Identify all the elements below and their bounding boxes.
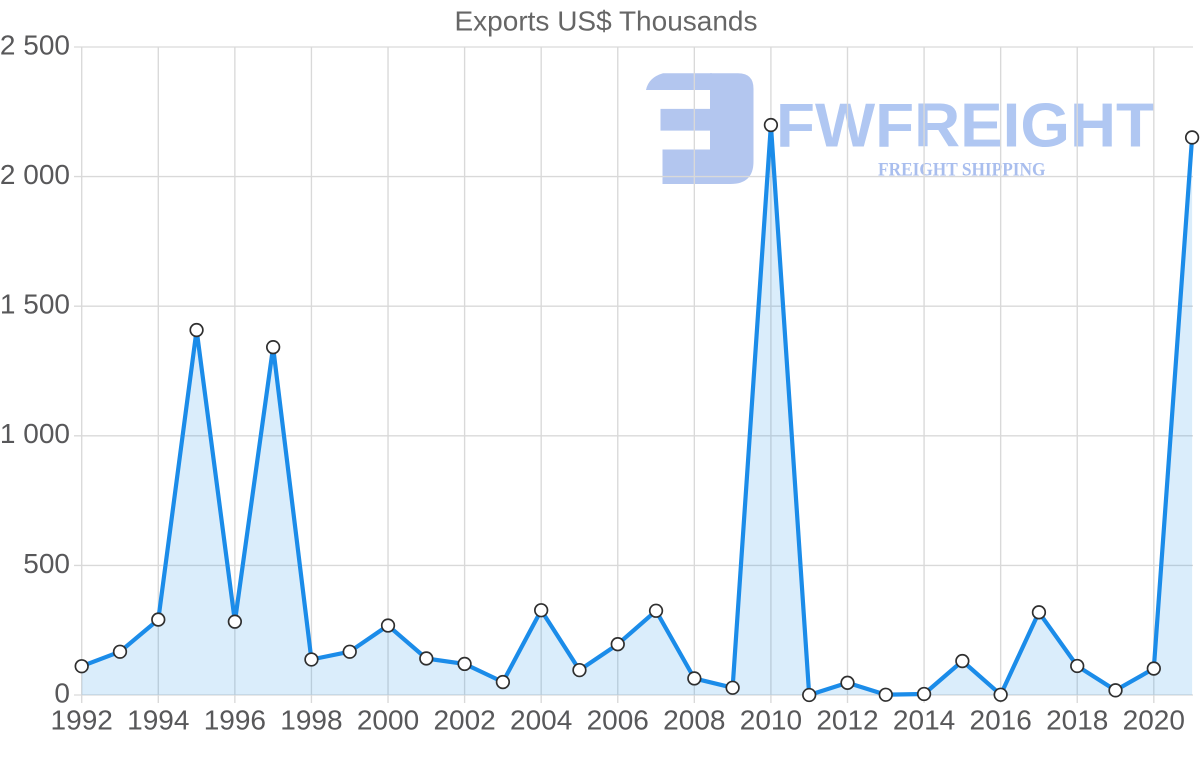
data-point-2018	[1070, 658, 1085, 674]
data-point-2014	[916, 686, 932, 702]
data-point-1992	[74, 659, 89, 674]
data-point-2012	[840, 675, 855, 690]
data-point-2005	[572, 662, 587, 678]
data-point-2008	[687, 671, 702, 686]
logo-top-bar-shape	[646, 73, 712, 90]
data-point-2013	[878, 687, 893, 702]
x-tick-label-2014: 2014	[893, 705, 955, 736]
data-point-2003	[495, 674, 511, 690]
x-tick-label-1994: 1994	[127, 705, 189, 736]
x-tick-label-2004: 2004	[510, 705, 572, 736]
logo-bottom-bar-shape	[662, 149, 712, 184]
data-point-2015	[955, 653, 970, 669]
y-tick-label-1000: 1 000	[0, 418, 70, 449]
vertical-gridlines	[81, 47, 1155, 703]
fw-freight-logo-icon	[646, 73, 754, 184]
x-tick-label-1996: 1996	[204, 705, 266, 736]
data-point-2002	[457, 656, 472, 672]
chart-title: Exports US$ Thousands	[455, 6, 758, 37]
data-point-1997	[265, 340, 281, 355]
data-point-2004	[534, 603, 549, 618]
y-axis-labels: 0 500 1 000 1 500 2 000 2 500	[0, 29, 70, 708]
data-point-1994	[151, 612, 166, 627]
data-point-1995	[189, 322, 204, 338]
data-point-2011	[802, 687, 817, 703]
y-tick-label-1500: 1 500	[0, 289, 70, 320]
area-fill	[81, 125, 1193, 695]
data-point-2006	[610, 637, 625, 652]
data-point-2007	[648, 603, 664, 618]
data-point-2016	[993, 687, 1008, 702]
x-tick-label-2010: 2010	[740, 705, 802, 736]
data-point-1996	[227, 614, 243, 629]
data-series	[74, 117, 1200, 703]
x-axis-labels: 1992 1994 1996 1998 2000 2002 2004 2006 2008 2010…	[51, 705, 1185, 736]
data-point-2001	[419, 651, 434, 666]
x-tick-label-1998: 1998	[280, 705, 342, 736]
y-tick-label-2000: 2 000	[0, 159, 70, 190]
data-point-2019	[1108, 683, 1123, 698]
data-point-2009	[725, 680, 740, 695]
x-tick-label-2018: 2018	[1046, 705, 1108, 736]
data-point-1993	[112, 644, 128, 659]
x-tick-label-2012: 2012	[816, 705, 878, 736]
data-point-2010	[763, 117, 779, 133]
data-line	[79, 122, 1195, 698]
data-point-1999	[342, 644, 357, 659]
watermark-tagline-text: FREIGHT SHIPPING	[878, 159, 1046, 180]
x-tick-label-2016: 2016	[970, 705, 1032, 736]
watermark-brand-text: FWFREIGHT	[776, 92, 1155, 161]
data-point-2020	[1146, 661, 1161, 676]
watermark: FWFREIGHT FREIGHT SHIPPING	[646, 73, 1155, 184]
data-point-2017	[1031, 605, 1047, 620]
x-tick-label-2002: 2002	[433, 705, 495, 736]
y-tick-label-0: 0	[54, 677, 70, 708]
x-tick-label-2006: 2006	[587, 705, 649, 736]
data-point-2000	[380, 618, 396, 633]
x-tick-label-2000: 2000	[357, 705, 419, 736]
logo-slab-shape	[710, 73, 754, 184]
y-tick-label-2500: 2 500	[0, 29, 70, 60]
x-tick-label-1992: 1992	[51, 705, 113, 736]
data-point-2021	[1184, 130, 1200, 145]
data-point-1998	[304, 652, 319, 667]
logo-middle-bar-shape	[660, 108, 712, 131]
x-tick-label-2008: 2008	[663, 705, 725, 736]
y-tick-label-500: 500	[23, 548, 70, 579]
x-tick-label-2020: 2020	[1123, 705, 1185, 736]
